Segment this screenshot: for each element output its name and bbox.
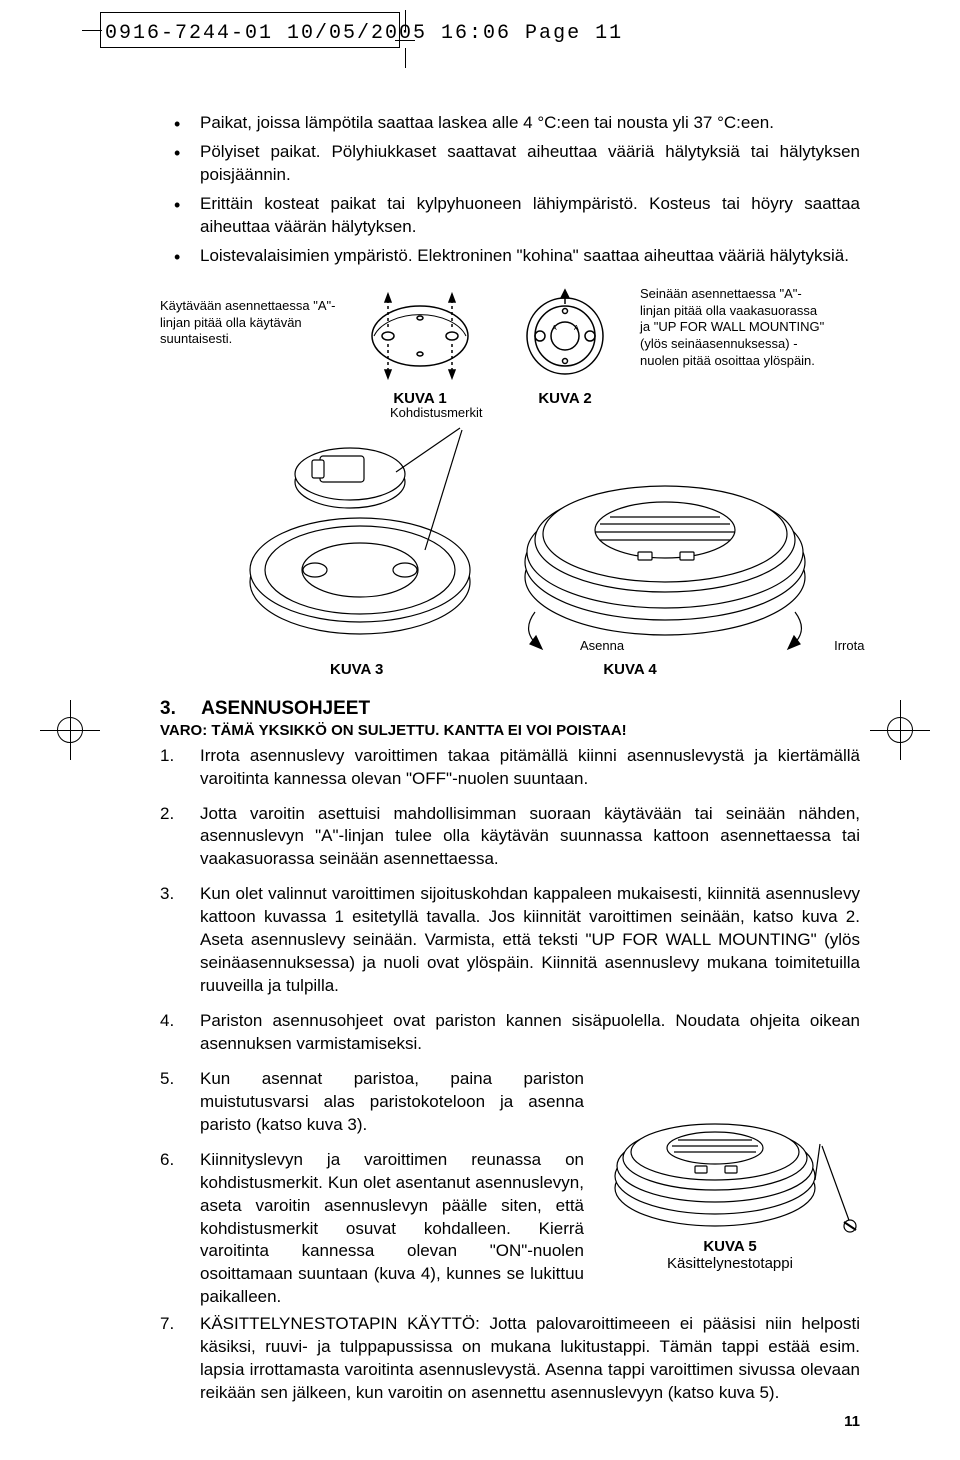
figure-2: A A KUVA 2 xyxy=(500,286,630,407)
step-text: Kun asennat paristoa, paina pariston mui… xyxy=(200,1069,584,1134)
content: Paikat, joissa lämpötila saattaa laskea … xyxy=(160,112,860,1405)
fig5-svg xyxy=(600,1088,860,1238)
section-title: ASENNUSOHJEET xyxy=(201,698,370,719)
irrota-label: Irrota xyxy=(834,638,864,653)
step-item: 6. Kiinnityslevyn ja varoittimen reunassa… xyxy=(160,1149,584,1310)
page-number: 11 xyxy=(844,1413,860,1430)
kohdist-label: Kohdistusmerkit xyxy=(390,405,860,420)
step-text: Kun olet valinnut varoittimen sijoitusko… xyxy=(200,884,860,995)
fig2-label: KUVA 2 xyxy=(500,390,630,407)
bullet-list: Paikat, joissa lämpötila saattaa laskea … xyxy=(160,112,860,268)
fig4-label: KUVA 4 xyxy=(603,661,656,678)
step-num: 6. xyxy=(160,1149,174,1172)
steps-5-6-text: 5. Kun asennat paristoa, paina pariston m… xyxy=(160,1068,584,1309)
svg-text:A: A xyxy=(574,325,579,332)
register-mark xyxy=(57,717,83,743)
fig3-label: KUVA 3 xyxy=(330,661,383,678)
warning-line: VARO: TÄMÄ YKSIKKÖ ON SULJETTU. KANTTA E… xyxy=(160,722,860,739)
step-num: 7. xyxy=(160,1313,174,1336)
fig1-svg xyxy=(350,286,490,386)
step-num: 3. xyxy=(160,883,174,906)
svg-text:A: A xyxy=(552,325,557,332)
crop-mark xyxy=(405,48,406,68)
step-text: Irrota asennuslevy varoittimen takaa pit… xyxy=(200,746,860,788)
fig4-svg xyxy=(500,422,840,652)
section-num: 3. xyxy=(160,698,176,719)
steps-list: 1. Irrota asennuslevy varoittimen takaa p… xyxy=(160,745,860,1056)
step-num: 1. xyxy=(160,745,174,768)
step-text: Jotta varoitin asettuisi mahdollisimman … xyxy=(200,804,860,869)
fig34-labels: KUVA 3 KUVA 4 xyxy=(330,657,860,678)
bullet-item: Erittäin kosteat paikat tai kylpyhuoneen… xyxy=(200,193,860,239)
step-item: 3. Kun olet valinnut varoittimen sijoitus… xyxy=(160,883,860,998)
fig3-svg xyxy=(220,422,500,652)
step-text: Kiinnityslevyn ja varoittimen reunassa o… xyxy=(200,1150,584,1307)
page-container: 0916-7244-01 10/05/2005 16:06 Page 11 Pa… xyxy=(0,0,960,1460)
step-text: KÄSITTELYNESTOTAPIN KÄYTTÖ: Jotta palova… xyxy=(200,1314,860,1402)
steps-5-6-wrap: 5. Kun asennat paristoa, paina pariston m… xyxy=(160,1068,860,1309)
fig2-caption: Seinään asennettaessa "A"-linjan pitää o… xyxy=(640,286,825,370)
step-num: 2. xyxy=(160,803,174,826)
step-item: 7. KÄSITTELYNESTOTAPIN KÄYTTÖ: Jotta palo… xyxy=(160,1313,860,1405)
kuva5-label: KUVA 5 xyxy=(600,1238,860,1255)
section-heading: 3. ASENNUSOHJEET xyxy=(160,698,860,720)
step-7: 7. KÄSITTELYNESTOTAPIN KÄYTTÖ: Jotta palo… xyxy=(160,1313,860,1405)
figure-5: KUVA 5 Käsittelynestotappi xyxy=(600,1068,860,1272)
bullet-item: Loistevalaisimien ympäristö. Elektronine… xyxy=(200,245,860,268)
step-num: 5. xyxy=(160,1068,174,1091)
crop-mark xyxy=(82,30,102,31)
bullet-item: Paikat, joissa lämpötila saattaa laskea … xyxy=(200,112,860,135)
step-text: Pariston asennusohjeet ovat pariston kan… xyxy=(200,1011,860,1053)
step-item: 5. Kun asennat paristoa, paina pariston m… xyxy=(160,1068,584,1137)
figures-row-1-2: Käytävään asennettaessa "A"-linjan pitää… xyxy=(160,286,860,407)
fig2-svg: A A xyxy=(500,286,630,386)
figures-row-3-4: Kohdistusmerkit xyxy=(160,405,860,678)
bullet-item: Pölyiset paikat. Pölyhiukkaset saattavat… xyxy=(200,141,860,187)
asenna-label: Asenna xyxy=(580,638,624,653)
step-item: 2. Jotta varoitin asettuisi mahdollisimma… xyxy=(160,803,860,872)
kuva5-sub: Käsittelynestotappi xyxy=(600,1255,860,1272)
figure-1: KUVA 1 xyxy=(350,286,490,407)
step-num: 4. xyxy=(160,1010,174,1033)
step-item: 1. Irrota asennuslevy varoittimen takaa p… xyxy=(160,745,860,791)
fig1-caption: Käytävään asennettaessa "A"-linjan pitää… xyxy=(160,286,340,349)
register-mark xyxy=(887,717,913,743)
header-line: 0916-7244-01 10/05/2005 16:06 Page 11 xyxy=(105,22,623,45)
step-item: 4. Pariston asennusohjeet ovat pariston k… xyxy=(160,1010,860,1056)
